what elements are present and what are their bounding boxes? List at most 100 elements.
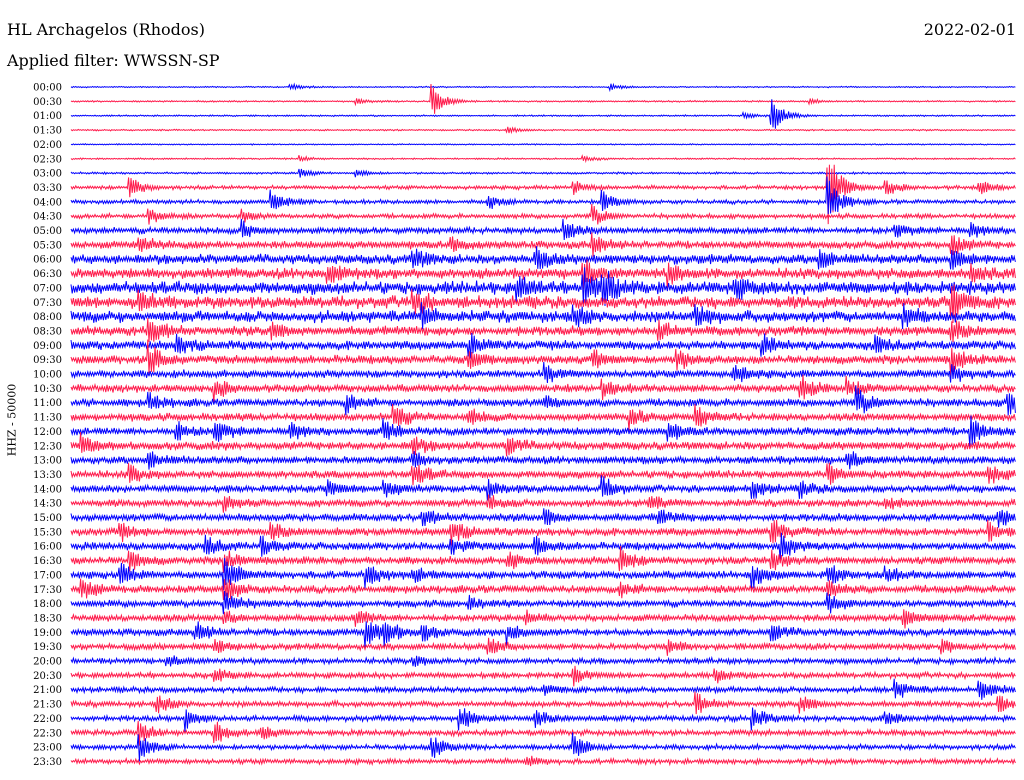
seismic-trace — [70, 755, 1016, 767]
seismic-trace — [70, 126, 1016, 135]
seismic-trace — [70, 732, 1016, 762]
seismic-trace — [70, 332, 1016, 359]
row-time-label: 23:00 — [33, 743, 62, 754]
date-label: 2022-02-01 — [923, 20, 1016, 39]
seismic-trace — [70, 691, 1016, 715]
row-time-label: 17:30 — [33, 585, 62, 596]
seismic-trace — [70, 284, 1016, 324]
seismic-trace — [70, 545, 1016, 573]
seismic-trace — [70, 415, 1016, 448]
row-time-label: 22:00 — [33, 714, 62, 725]
row-time-label: 22:30 — [33, 728, 62, 739]
seismic-trace — [70, 532, 1016, 561]
seismic-trace — [70, 218, 1016, 241]
seismic-trace — [70, 404, 1016, 431]
seismic-trace — [70, 678, 1016, 700]
seismic-trace — [70, 168, 1016, 178]
row-time-label: 02:30 — [33, 154, 62, 165]
row-time-label: 15:30 — [33, 527, 62, 538]
row-time-label: 09:30 — [33, 355, 62, 366]
row-time-label: 20:00 — [33, 657, 62, 668]
seismic-trace — [70, 142, 1016, 146]
seismic-trace — [70, 246, 1016, 270]
row-time-label: 20:30 — [33, 671, 62, 682]
seismic-trace — [70, 385, 1016, 416]
row-time-label: 05:30 — [33, 240, 62, 251]
seismic-trace — [70, 707, 1016, 733]
row-time-label: 10:00 — [33, 370, 62, 381]
seismic-trace — [70, 339, 1016, 377]
row-time-label: 02:00 — [33, 140, 62, 151]
seismic-trace — [70, 720, 1016, 746]
seismic-trace — [70, 451, 1016, 470]
row-time-label: 17:00 — [33, 570, 62, 581]
row-time-label: 21:30 — [33, 700, 62, 711]
row-time-label: 07:00 — [33, 283, 62, 294]
seismic-trace — [70, 82, 1016, 93]
row-time-label: 14:00 — [33, 484, 62, 495]
seismic-trace — [70, 361, 1016, 384]
row-time-label: 12:00 — [33, 427, 62, 438]
row-time-label: 19:30 — [33, 642, 62, 653]
seismic-trace — [70, 176, 1016, 215]
row-time-label: 15:00 — [33, 513, 62, 524]
row-time-label: 01:00 — [33, 111, 62, 122]
row-time-label: 06:00 — [33, 255, 62, 266]
row-time-label: 10:30 — [33, 384, 62, 395]
seismic-trace — [70, 621, 1016, 649]
seismic-trace — [70, 462, 1016, 486]
seismic-trace — [70, 655, 1016, 667]
row-time-label: 11:00 — [33, 398, 62, 409]
seismic-trace — [70, 578, 1016, 601]
seismic-trace — [70, 232, 1016, 257]
row-time-label: 00:30 — [33, 97, 62, 108]
row-time-label: 12:30 — [33, 441, 62, 452]
row-time-label: 21:00 — [33, 685, 62, 696]
seismic-trace — [70, 99, 1016, 129]
row-time-label: 14:30 — [33, 499, 62, 510]
row-time-label: 07:30 — [33, 298, 62, 309]
seismic-trace — [70, 154, 1016, 164]
seismic-trace — [70, 519, 1016, 546]
row-time-label: 16:30 — [33, 556, 62, 567]
seismic-trace — [70, 665, 1016, 687]
seismic-trace — [70, 318, 1016, 343]
seismic-trace — [70, 164, 1016, 225]
row-time-label: 19:00 — [33, 628, 62, 639]
seismic-trace — [70, 508, 1016, 528]
y-axis-label: HHZ - 50000 — [5, 383, 19, 457]
row-time-label: 09:00 — [33, 341, 62, 352]
seismic-trace — [70, 259, 1016, 291]
seismic-trace — [70, 267, 1016, 307]
row-time-label: 11:30 — [33, 413, 62, 424]
row-time-label: 01:30 — [33, 126, 62, 137]
row-time-label: 18:00 — [33, 599, 62, 610]
seismic-trace — [70, 203, 1016, 225]
seismic-trace — [70, 302, 1016, 330]
seismic-trace — [70, 432, 1016, 457]
row-time-label: 05:00 — [33, 226, 62, 237]
row-time-label: 08:30 — [33, 326, 62, 337]
row-time-label: 04:30 — [33, 212, 62, 223]
row-time-label: 08:00 — [33, 312, 62, 323]
row-time-label: 00:00 — [33, 83, 62, 94]
row-time-label: 13:00 — [33, 456, 62, 467]
seismic-trace — [70, 83, 1016, 114]
row-time-label: 13:30 — [33, 470, 62, 481]
seismic-trace — [70, 494, 1016, 513]
row-time-label: 23:30 — [33, 757, 62, 768]
seismic-trace — [70, 590, 1016, 615]
row-time-label: 04:00 — [33, 197, 62, 208]
row-time-label: 03:00 — [33, 169, 62, 180]
seismic-trace — [70, 475, 1016, 501]
station-title: HL Archagelos (Rhodos) — [7, 20, 205, 39]
seismic-trace — [70, 609, 1016, 629]
filter-label: Applied filter: WWSSN-SP — [7, 51, 220, 70]
row-time-label: 03:30 — [33, 183, 62, 194]
seismic-trace — [70, 374, 1016, 404]
row-time-label: 16:00 — [33, 542, 62, 553]
seismic-trace — [70, 637, 1016, 656]
seismic-trace — [70, 558, 1016, 591]
row-time-label: 06:30 — [33, 269, 62, 280]
